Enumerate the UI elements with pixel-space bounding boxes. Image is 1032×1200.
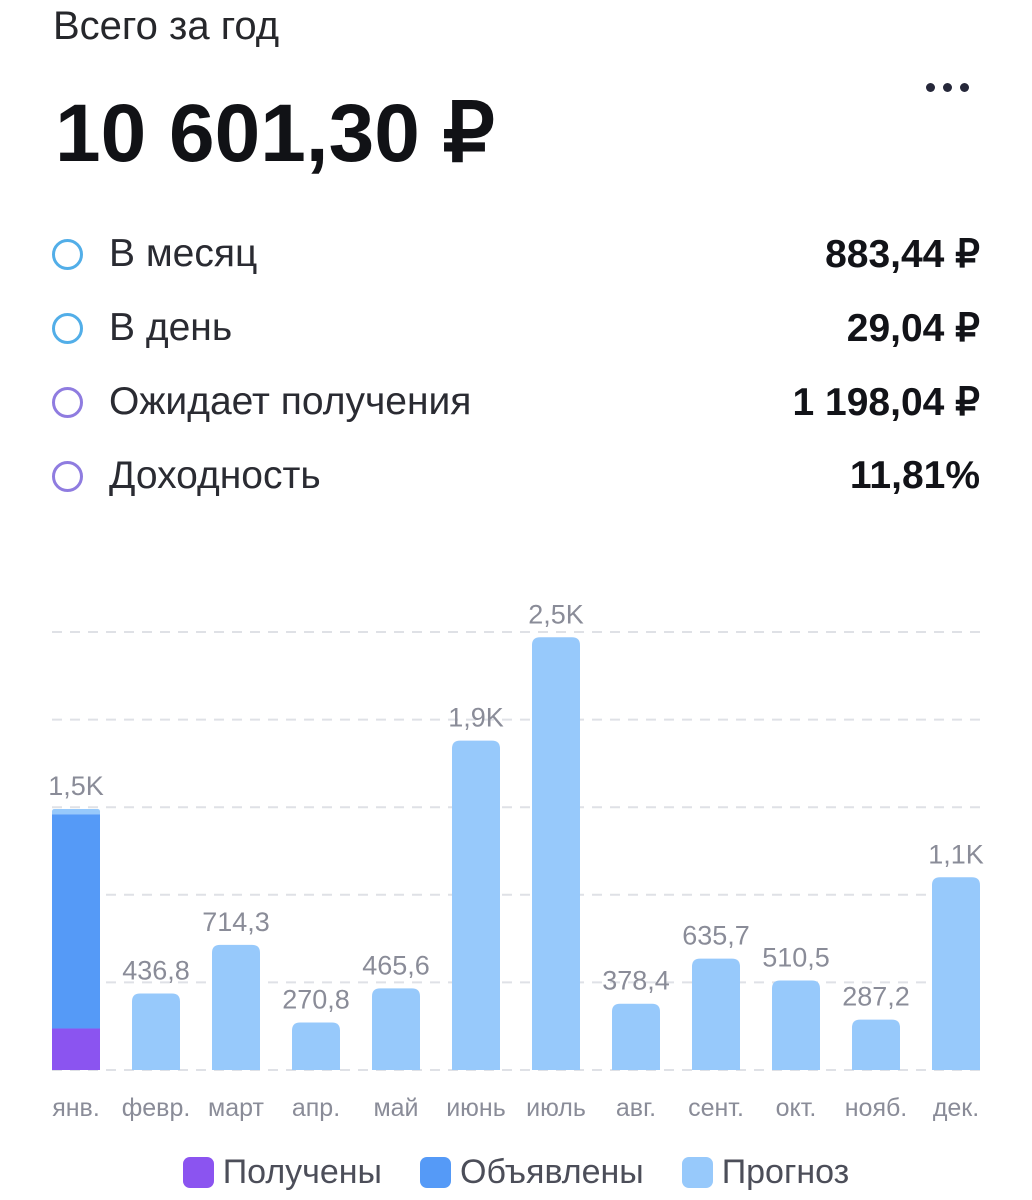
bar-forecast-9[interactable] [692, 958, 740, 1070]
more-dot-3 [959, 82, 969, 92]
stat-label-day: В день [109, 306, 233, 349]
stat-row-yield: Доходность 11,81% [52, 439, 980, 513]
value-label-2: 436,8 [122, 955, 190, 985]
stat-value-pending: 1 198,04 ₽ [792, 380, 980, 424]
stat-label-yield: Доходность [109, 454, 321, 497]
value-label-6: 1,9K [448, 703, 504, 733]
legend-item-forecast[interactable]: Прогноз [681, 1152, 850, 1192]
legend-label-received: Получены [222, 1152, 382, 1191]
value-label-4: 270,8 [282, 985, 350, 1015]
stat-dot-icon [52, 312, 83, 344]
legend-label-announced: Объявлены [460, 1152, 644, 1191]
stat-row-day: В день 29,04 ₽ [52, 291, 980, 365]
stat-value-yield: 11,81% [849, 454, 980, 497]
value-label-10: 510,5 [762, 943, 830, 973]
x-tick-label-10: окт. [776, 1094, 817, 1122]
value-label-9: 635,7 [682, 921, 750, 951]
x-tick-label-6: июнь [446, 1094, 506, 1122]
stats-list: В месяц 883,44 ₽ В день 29,04 ₽ Ожидает … [52, 217, 980, 513]
bar-forecast-11[interactable] [852, 1019, 900, 1070]
more-dot-1 [925, 82, 935, 92]
chart-value-labels: 1,5K 436,8 714,3 270,8 465,6 1,9K 2,5K 378,4 635… [48, 599, 984, 1014]
bar-forecast-2[interactable] [132, 993, 180, 1070]
legend-label-forecast: Прогноз [721, 1152, 850, 1191]
page-subtitle: Всего за год [53, 4, 280, 48]
x-tick-label-3: март [208, 1094, 264, 1122]
value-label-5: 465,6 [362, 950, 430, 980]
stat-dot-icon [52, 386, 83, 418]
stat-row-pending: Ожидает получения 1 198,04 ₽ [52, 365, 980, 439]
value-label-11: 287,2 [842, 982, 910, 1012]
value-label-1: 1,5K [48, 771, 104, 801]
bar-forecast-12[interactable] [932, 877, 980, 1070]
bar-forecast-7[interactable] [532, 637, 580, 1070]
bar-forecast-3[interactable] [212, 944, 260, 1070]
bar-announced-1[interactable] [52, 814, 100, 1029]
x-tick-label-5: май [373, 1094, 418, 1122]
x-tick-label-11: нояб. [845, 1094, 908, 1122]
x-tick-label-8: авг. [616, 1094, 656, 1122]
stat-row-month: В месяц 883,44 ₽ [52, 217, 980, 291]
value-label-12: 1,1K [928, 839, 984, 869]
bar-received-1[interactable] [52, 1028, 100, 1070]
legend-swatch-announced [420, 1156, 451, 1188]
legend-item-received[interactable]: Получены [182, 1152, 382, 1192]
bar-forecast-5[interactable] [372, 988, 420, 1070]
stat-dot-icon [52, 460, 83, 492]
stat-label-pending: Ожидает получения [109, 380, 472, 423]
bar-forecast-6[interactable] [452, 740, 500, 1070]
stat-value-month: 883,44 ₽ [825, 232, 980, 276]
x-tick-label-12: дек. [933, 1094, 979, 1122]
stat-label-month: В месяц [109, 232, 258, 275]
x-tick-label-1: янв. [52, 1094, 100, 1122]
chart-legend: Получены Объявлены Прогноз [0, 1146, 1032, 1198]
legend-swatch-forecast [681, 1156, 713, 1188]
value-label-3: 714,3 [202, 907, 270, 937]
value-label-7: 2,5K [528, 599, 584, 629]
more-dot-2 [942, 82, 952, 92]
chart-grid [52, 631, 980, 1071]
x-tick-label-2: февр. [122, 1094, 191, 1122]
bar-forecast-8[interactable] [612, 1003, 660, 1070]
more-options-icon[interactable] [912, 70, 982, 104]
legend-swatch-received [182, 1156, 214, 1188]
stat-dot-icon [52, 238, 83, 270]
bar-forecast-10[interactable] [772, 980, 820, 1070]
x-tick-label-9: сент. [688, 1094, 744, 1122]
x-tick-label-7: июль [526, 1094, 586, 1122]
legend-item-announced[interactable]: Объявлены [420, 1153, 644, 1192]
chart-bars [52, 637, 980, 1070]
total-amount: 10 601,30 ₽ [55, 88, 495, 179]
chart-x-ticks: янв. февр. март апр. май июнь июль авг. сент. окт… [52, 1094, 979, 1122]
dividends-bar-chart: 1,5K 436,8 714,3 270,8 465,6 1,9K 2,5K 378,4 635… [48, 599, 984, 1122]
stat-value-day: 29,04 ₽ [846, 306, 980, 350]
bar-forecast-4[interactable] [292, 1022, 340, 1070]
x-tick-label-4: апр. [292, 1094, 340, 1122]
value-label-8: 378,4 [602, 966, 670, 996]
bar-forecast-1[interactable] [52, 808, 100, 815]
